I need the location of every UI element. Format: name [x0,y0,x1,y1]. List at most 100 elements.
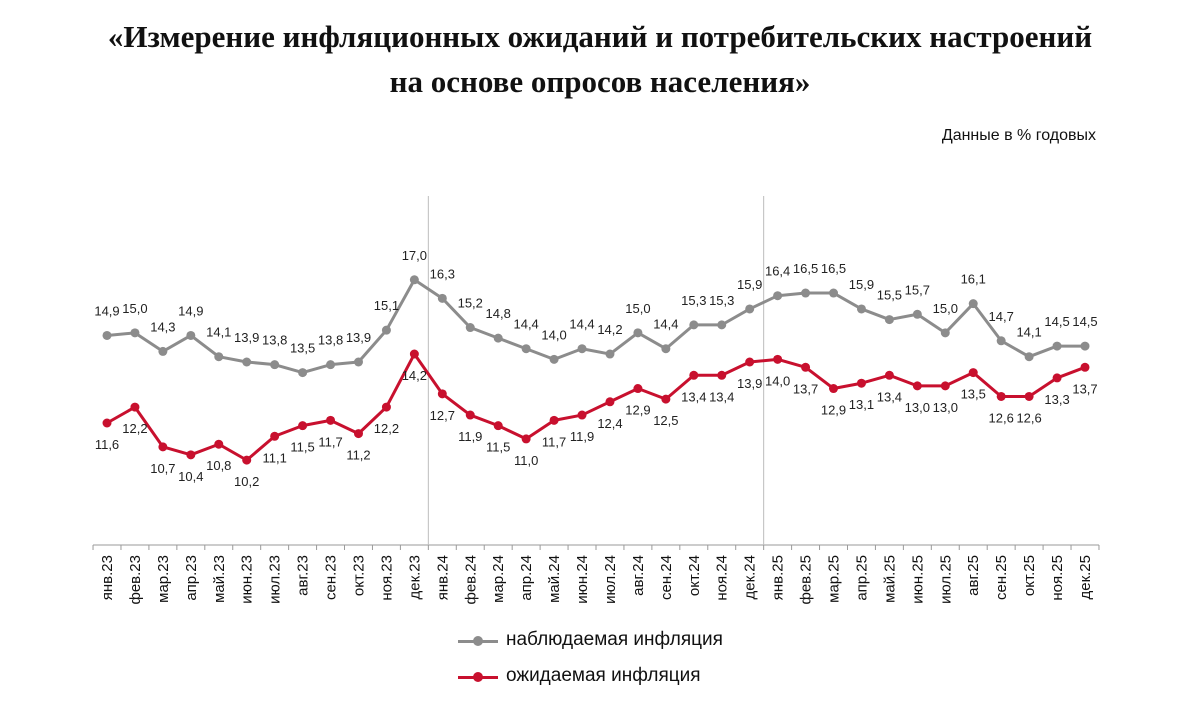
observed-data-label: 14,1 [1016,325,1041,340]
x-tick-label: окт.23 [350,555,367,596]
expected-data-label: 12,9 [821,403,846,418]
expected-data-label: 14,0 [765,373,790,388]
observed-data-label: 15,7 [905,282,930,297]
x-tick-label: фев.24 [462,555,479,605]
expected-point [353,429,363,439]
expected-data-label: 10,4 [178,469,203,484]
observed-data-label: 16,5 [821,261,846,276]
x-tick-label: янв.23 [99,555,116,600]
expected-data-label: 11,7 [318,434,342,449]
observed-point [493,333,503,343]
unit-note: Данные в % годовых [941,127,1096,144]
expected-data-label: 11,5 [486,440,510,455]
observed-point [577,344,587,354]
x-tick-label: авг.24 [630,555,647,596]
observed-point [130,328,140,338]
expected-point [409,349,419,359]
expected-point [130,402,140,412]
expected-point [381,402,391,412]
observed-point [158,346,168,356]
observed-data-label: 13,5 [290,341,315,356]
observed-data-label: 16,1 [961,272,986,287]
observed-data-label: 13,8 [262,333,287,348]
x-tick-label: фев.23 [127,555,144,605]
expected-data-label: 13,5 [961,387,986,402]
x-tick-label: апр.25 [853,555,870,601]
expected-data-label: 13,1 [849,397,874,412]
observed-point [1080,341,1090,351]
x-tick-label: мар.25 [826,555,843,603]
observed-point [829,288,839,298]
observed-data-label: 13,9 [234,330,259,345]
expected-data-label: 13,0 [905,400,930,415]
observed-data-label: 15,3 [709,293,734,308]
observed-point [381,325,391,335]
x-tick-label: окт.25 [1021,555,1038,596]
legend-item-expected: ожидаемая инфляция [458,660,778,696]
observed-point [661,344,671,354]
observed-data-label: 14,3 [150,319,175,334]
observed-point [689,320,699,330]
observed-point [409,275,419,285]
expected-point [661,394,671,404]
observed-data-label: 15,9 [849,277,874,292]
x-tick-label: янв.25 [770,555,787,600]
observed-data-label: 14,4 [653,317,678,332]
observed-point [298,368,308,378]
observed-data-label: 14,5 [1072,314,1097,329]
x-tick-label: янв.24 [434,555,451,600]
expected-point [270,431,280,441]
x-tick-label: окт.24 [686,555,703,596]
observed-data-label: 15,0 [625,301,650,316]
observed-data-label: 14,7 [989,309,1014,324]
observed-data-label: 17,0 [402,248,427,263]
observed-data-label: 14,8 [486,306,511,321]
chart-title-line-1: «Измерение инфляционных ожиданий и потре… [107,19,1093,54]
expected-data-label: 13,0 [933,400,958,415]
x-tick-label: мар.23 [155,555,172,603]
expected-data-label: 14,2 [402,368,427,383]
observed-point [633,328,643,338]
expected-point [773,354,783,364]
expected-point [214,439,224,449]
x-tick-label: мар.24 [490,555,507,603]
expected-data-label: 12,6 [1016,410,1041,425]
observed-point [1052,341,1062,351]
x-tick-label: дек.23 [406,555,423,600]
expected-data-label: 10,7 [150,461,175,476]
expected-point [102,418,112,428]
observed-data-label: 15,1 [374,298,399,313]
observed-data-label: 15,3 [681,293,706,308]
observed-point [549,354,559,364]
x-tick-label: май.23 [211,555,228,603]
expected-point [326,415,336,425]
expected-data-label: 13,7 [793,381,818,396]
expected-data-label: 12,7 [430,408,455,423]
x-tick-label: июл.25 [937,555,954,604]
expected-data-label: 11,7 [542,434,566,449]
x-tick-label: июл.24 [602,555,619,604]
observed-point [326,360,336,370]
expected-point [968,368,978,378]
x-tick-label: апр.23 [183,555,200,601]
x-tick-label: апр.24 [518,555,535,601]
x-tick-label: сен.24 [658,555,675,600]
observed-point [856,304,866,314]
x-tick-label: июл.23 [267,555,284,604]
observed-point [884,315,894,325]
expected-data-label: 10,8 [206,458,231,473]
expected-point [745,357,755,367]
observed-point [186,330,196,340]
x-tick-label: ноя.25 [1049,555,1066,601]
x-tick-label: дек.24 [742,555,759,600]
observed-data-label: 14,4 [513,317,538,332]
expected-point [940,381,950,391]
observed-data-label: 15,2 [458,296,483,311]
x-tick-label: май.24 [546,555,563,603]
expected-point [186,450,196,460]
expected-data-label: 12,2 [374,421,399,436]
observed-point [102,330,112,340]
expected-point [1080,362,1090,372]
x-tick-label: сен.25 [993,555,1010,600]
